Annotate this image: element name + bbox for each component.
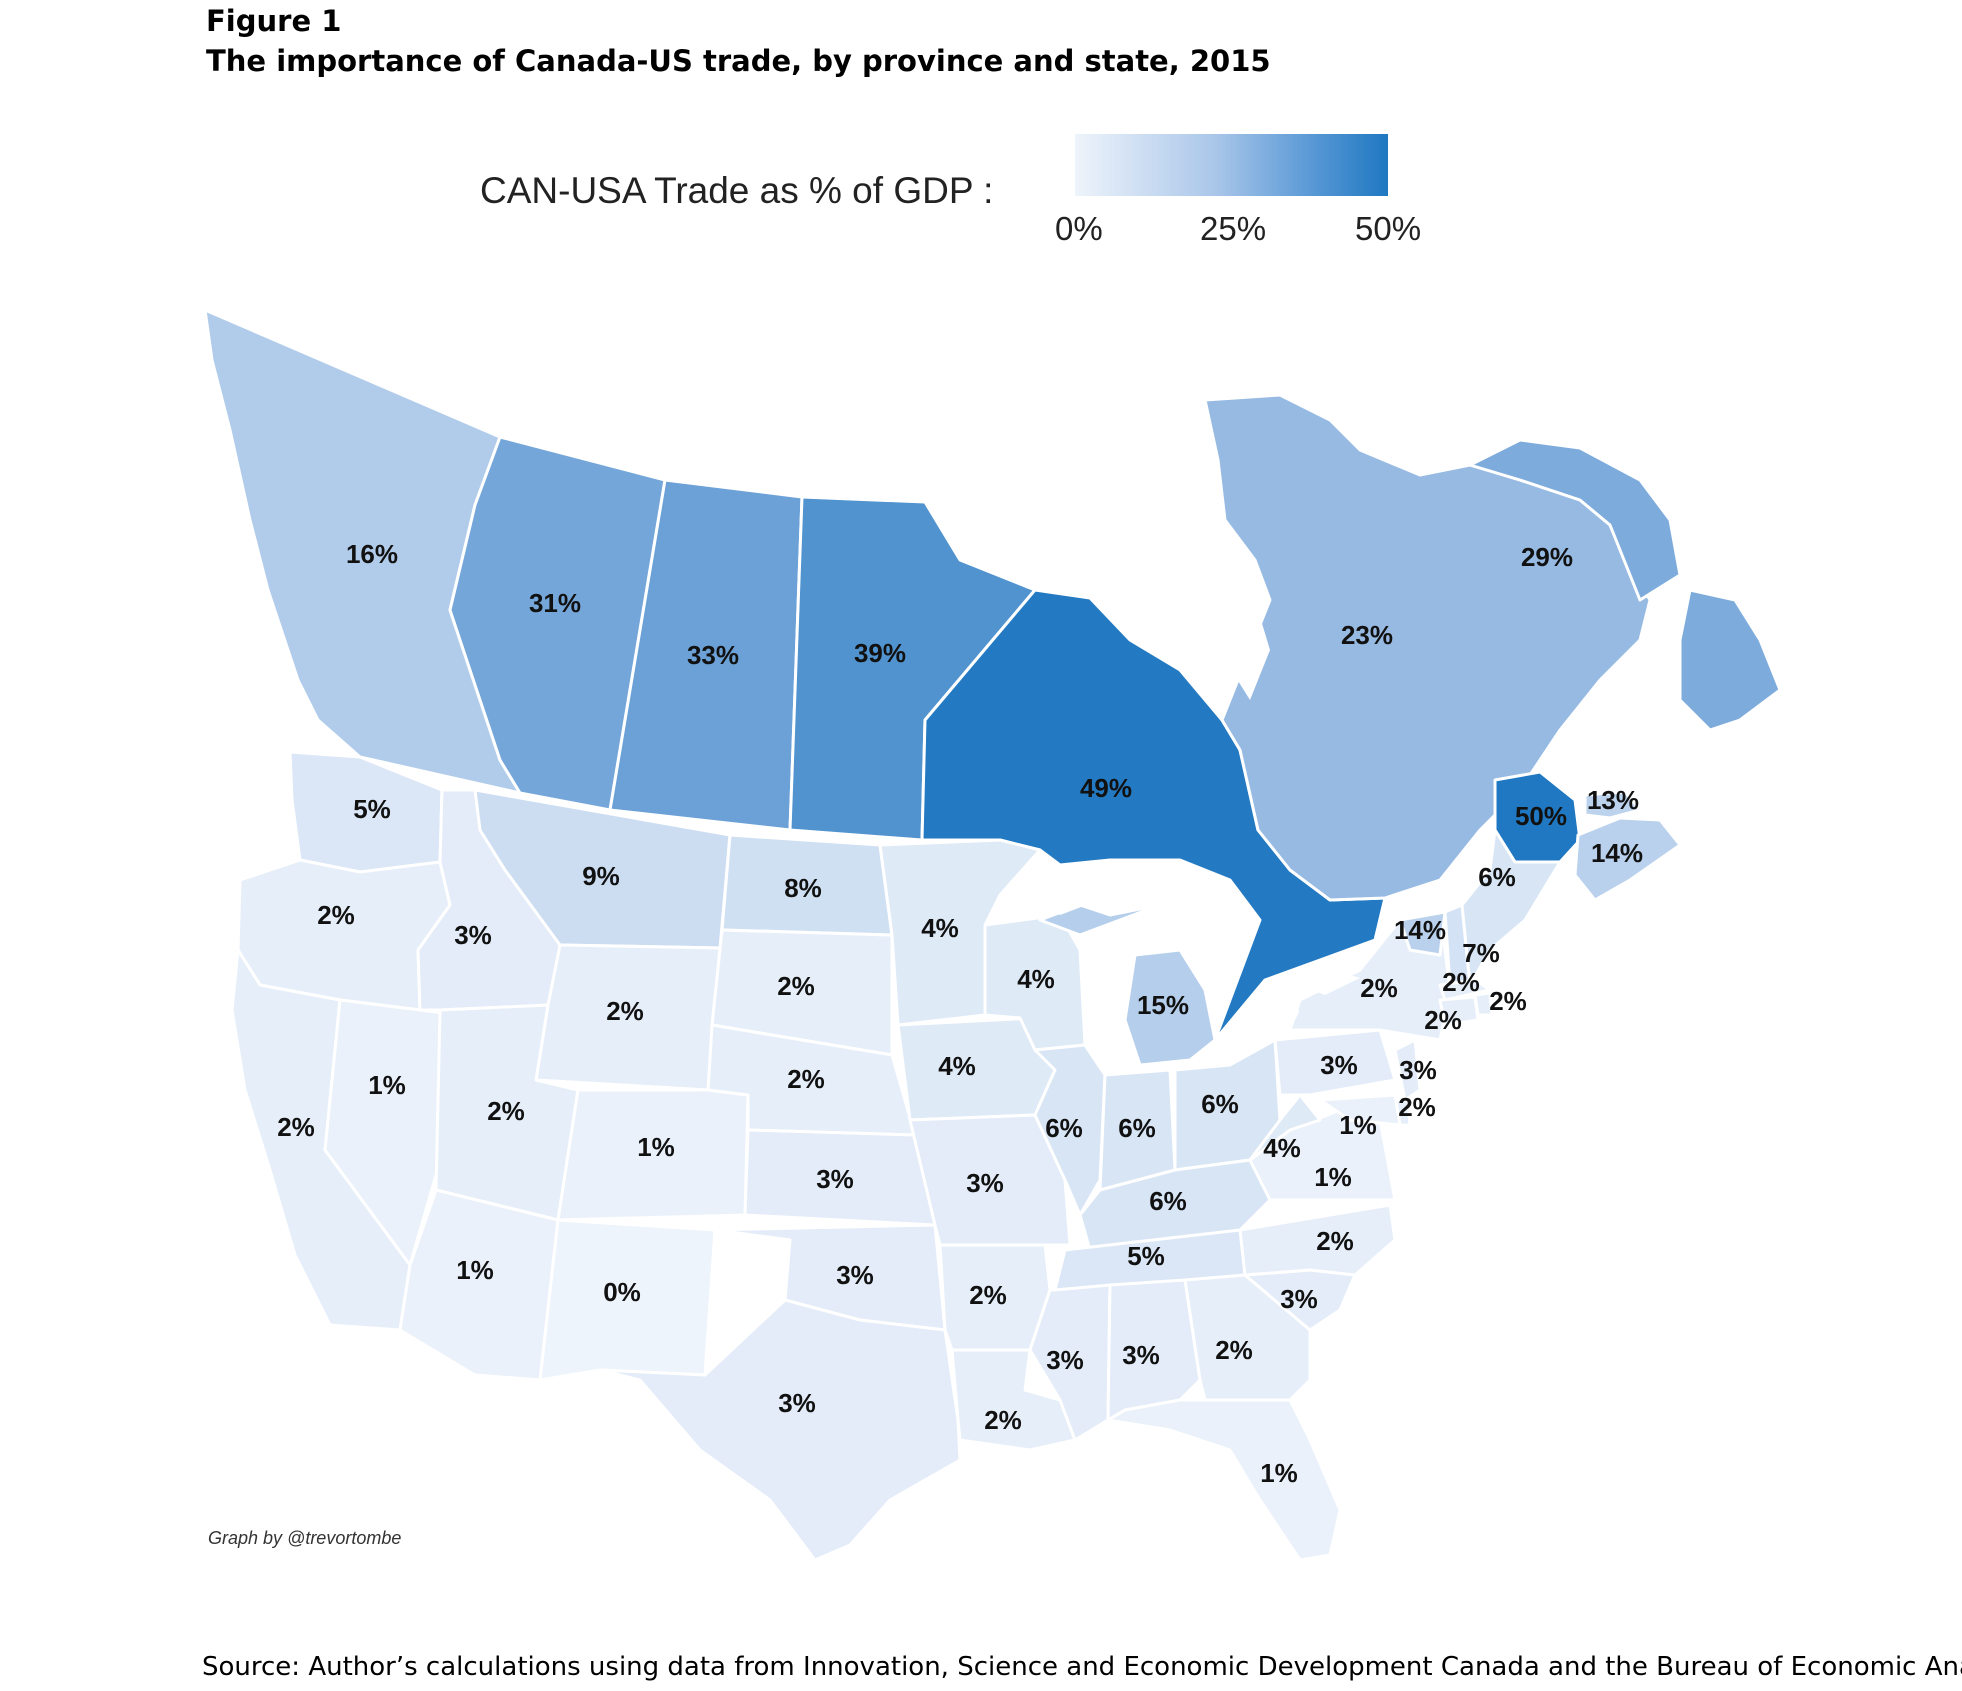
value-label-south-dakota: 2% bbox=[777, 971, 815, 1001]
value-label-nevada: 1% bbox=[368, 1070, 406, 1100]
lake-ontario-water bbox=[1300, 972, 1360, 995]
value-label-alabama: 3% bbox=[1122, 1340, 1160, 1370]
value-label-pennsylvania: 3% bbox=[1320, 1050, 1358, 1080]
region-new-jersey bbox=[1393, 1038, 1422, 1102]
value-label-tennessee: 5% bbox=[1127, 1241, 1165, 1271]
region-north-carolina bbox=[1238, 1203, 1397, 1277]
region-prince-edward-island bbox=[1583, 790, 1642, 820]
value-label-british-columbia: 16% bbox=[346, 539, 398, 569]
legend-tick-max: 50% bbox=[1355, 210, 1422, 247]
value-label-iowa: 4% bbox=[938, 1051, 976, 1081]
value-label-delaware: 2% bbox=[1398, 1092, 1436, 1122]
value-label-west-virginia: 4% bbox=[1263, 1133, 1301, 1163]
region-west-virginia bbox=[1248, 1093, 1322, 1162]
value-label-new-brunswick: 50% bbox=[1515, 801, 1567, 831]
region-maine bbox=[1460, 828, 1562, 987]
lake-michigan-water bbox=[1095, 930, 1125, 1050]
value-label-rhode-island: 2% bbox=[1489, 986, 1527, 1016]
value-label-florida: 1% bbox=[1260, 1458, 1298, 1488]
legend-title: CAN-USA Trade as % of GDP : bbox=[480, 170, 994, 211]
value-label-wisconsin: 4% bbox=[1017, 964, 1055, 994]
value-label-arizona: 1% bbox=[456, 1255, 494, 1285]
value-label-arkansas: 2% bbox=[969, 1280, 1007, 1310]
figure-label: Figure 1 bbox=[206, 4, 342, 38]
value-label-manitoba: 39% bbox=[854, 638, 906, 668]
value-label-georgia: 2% bbox=[1215, 1335, 1253, 1365]
value-label-nova-scotia: 14% bbox=[1591, 838, 1643, 868]
value-label-texas: 3% bbox=[778, 1388, 816, 1418]
value-label-nebraska: 2% bbox=[787, 1064, 825, 1094]
value-label-connecticut: 2% bbox=[1424, 1005, 1462, 1035]
value-label-montana: 9% bbox=[582, 861, 620, 891]
region-florida bbox=[1106, 1398, 1342, 1562]
value-label-kansas: 3% bbox=[816, 1164, 854, 1194]
legend-tick-min: 0% bbox=[1055, 210, 1103, 247]
value-label-virginia: 1% bbox=[1314, 1162, 1352, 1192]
value-label-oregon: 2% bbox=[317, 900, 355, 930]
value-label-new-hampshire: 7% bbox=[1462, 938, 1500, 968]
value-label-colorado: 1% bbox=[637, 1132, 675, 1162]
value-label-minnesota: 4% bbox=[921, 913, 959, 943]
value-label-michigan: 15% bbox=[1137, 990, 1189, 1020]
legend-tick-mid: 25% bbox=[1200, 210, 1267, 247]
hudson-bay-water bbox=[1205, 520, 1270, 700]
value-label-maryland: 1% bbox=[1339, 1110, 1377, 1140]
value-label-washington: 5% bbox=[353, 794, 391, 824]
figure-title: The importance of Canada-US trade, by pr… bbox=[206, 44, 1271, 78]
value-label-newfoundland-and-labrador: 29% bbox=[1521, 542, 1573, 572]
region-connecticut bbox=[1438, 995, 1480, 1027]
region-nova-scotia bbox=[1573, 816, 1682, 902]
value-label-saskatchewan: 33% bbox=[687, 640, 739, 670]
value-label-ontario: 49% bbox=[1080, 773, 1132, 803]
region-maryland bbox=[1318, 1093, 1402, 1127]
value-label-wyoming: 2% bbox=[606, 996, 644, 1026]
value-label-idaho: 3% bbox=[454, 920, 492, 950]
graph-credit: Graph by @trevortombe bbox=[208, 1528, 402, 1548]
value-label-mississippi: 3% bbox=[1046, 1345, 1084, 1375]
region-wyoming bbox=[534, 943, 722, 1092]
value-label-oklahoma: 3% bbox=[836, 1260, 874, 1290]
value-label-california: 2% bbox=[277, 1112, 315, 1142]
value-label-prince-edward-island: 13% bbox=[1587, 785, 1639, 815]
region-pennsylvania bbox=[1273, 1028, 1397, 1097]
region-california bbox=[230, 948, 412, 1332]
lake-erie-water bbox=[1230, 1010, 1300, 1055]
lake-huron-water bbox=[1180, 935, 1230, 1020]
value-label-south-carolina: 3% bbox=[1280, 1284, 1318, 1314]
source-note: Source: Author’s calculations using data… bbox=[202, 1652, 1962, 1682]
value-label-new-jersey: 3% bbox=[1399, 1055, 1437, 1085]
value-label-massachusetts: 2% bbox=[1442, 967, 1480, 997]
value-label-illinois: 6% bbox=[1045, 1113, 1083, 1143]
value-label-utah: 2% bbox=[487, 1096, 525, 1126]
lake-superior-water bbox=[1040, 862, 1165, 915]
region-layer bbox=[203, 308, 1782, 1562]
value-label-alberta: 31% bbox=[529, 588, 581, 618]
value-label-ohio: 6% bbox=[1201, 1089, 1239, 1119]
value-label-new-york: 2% bbox=[1360, 973, 1398, 1003]
region-vermont bbox=[1398, 910, 1447, 957]
value-label-north-carolina: 2% bbox=[1316, 1226, 1354, 1256]
value-label-quebec: 23% bbox=[1341, 620, 1393, 650]
value-label-maine: 6% bbox=[1478, 862, 1516, 892]
value-label-vermont: 14% bbox=[1394, 915, 1446, 945]
value-label-kentucky: 6% bbox=[1149, 1186, 1187, 1216]
legend-color-bar bbox=[1075, 134, 1388, 196]
value-label-louisiana: 2% bbox=[984, 1405, 1022, 1435]
region-newfoundland-and-labrador bbox=[1468, 438, 1782, 732]
value-label-north-dakota: 8% bbox=[784, 873, 822, 903]
value-label-missouri: 3% bbox=[966, 1168, 1004, 1198]
region-massachusetts bbox=[1438, 978, 1492, 1002]
value-label-new-mexico: 0% bbox=[603, 1277, 641, 1307]
label-layer: 16% 31% 33% 39% 49% 23% 29% 50% 13% 14% 5% 2% 2% 3% 1%… bbox=[277, 539, 1643, 1488]
region-texas bbox=[598, 1298, 962, 1562]
value-label-indiana: 6% bbox=[1118, 1113, 1156, 1143]
